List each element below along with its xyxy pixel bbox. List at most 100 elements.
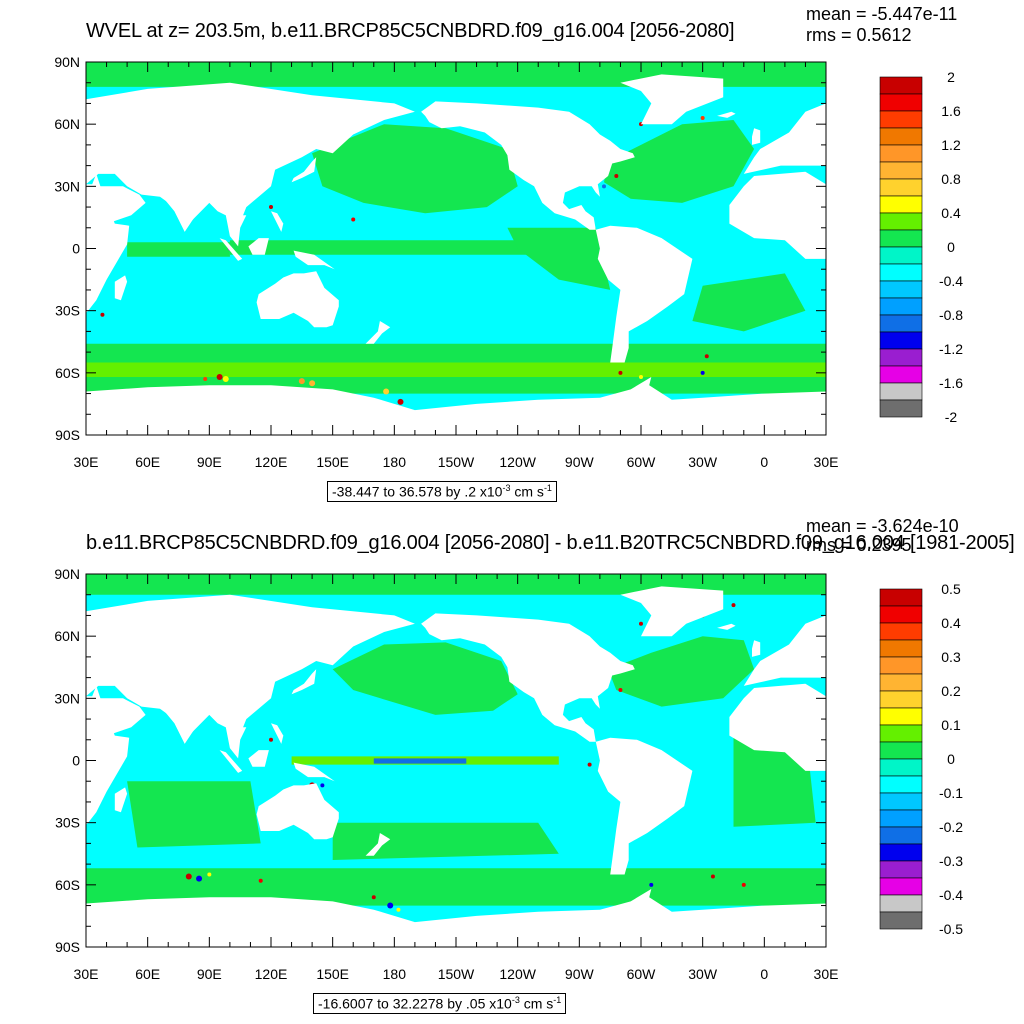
contour-range-label: -38.447 to 36.578 by .2 x10-3 cm s-1 (327, 481, 557, 502)
colorbar-box (879, 365, 923, 384)
colorbar-box (879, 76, 923, 95)
land-southeast-asia (225, 727, 247, 759)
land-borneo (248, 750, 269, 767)
land-africa (86, 685, 130, 825)
hotspot (587, 762, 592, 767)
hotspot (602, 184, 606, 189)
land-sumatra (219, 750, 243, 773)
land-philippines (271, 211, 284, 232)
land-south-america (595, 737, 693, 875)
hotspot (396, 907, 401, 912)
hotspot (269, 205, 273, 210)
hotspot (618, 370, 623, 375)
map-area (86, 62, 826, 435)
land-europe-w (743, 103, 826, 174)
land-arabia (98, 186, 146, 222)
colorbar-box (879, 792, 923, 811)
rms-label: rms = 0.5612 (806, 25, 912, 45)
colorbar-label: 1.2 (941, 137, 961, 153)
colorbar-box (879, 246, 923, 265)
colorbar-box (879, 656, 923, 675)
lat-tick-label: 90S (55, 939, 80, 955)
land-north-america (421, 101, 635, 230)
colorbar-label: 0.2 (941, 683, 961, 699)
lon-tick-label: 30E (814, 454, 839, 470)
colorbar-box (879, 673, 923, 692)
land-iceland (717, 623, 736, 630)
colorbar-box (879, 894, 923, 913)
lon-tick-label: 150W (438, 966, 475, 982)
land-arabia (98, 698, 146, 734)
colorbar: 0.5 0.4 0.3 0.2 0.1 0 -0.1 -0.2 -0.3 -0.4 -0.5 (879, 581, 963, 937)
lon-tick-label: 90W (565, 966, 595, 982)
lat-tick-label: 0 (72, 753, 80, 769)
map-svg: 90N 60N 30N 0 30S 60S 90S 30E 60E 90E 120E 150E 180 1… (54, 54, 963, 470)
lat-tick-label: 90N (54, 54, 80, 70)
land-india (164, 194, 206, 232)
colorbar-box (879, 127, 923, 146)
map-panel-wvel: WVEL at z= 203.5m, b.e11.BRCP85C5CNBDRD.… (54, 4, 963, 502)
field-indian (127, 781, 261, 848)
land-australia (256, 783, 339, 840)
colorbar-label: -1.2 (939, 341, 963, 357)
lat-tick-label: 0 (72, 241, 80, 257)
lon-tick-label: 150E (316, 454, 349, 470)
hotspot (397, 398, 404, 405)
colorbar: 2 1.6 1.2 0.8 0.4 0 -0.4 -0.8 -1.2 -1.6 -2 (879, 69, 963, 425)
field-north-atlantic (604, 120, 755, 203)
lat-tick-label: 60N (54, 116, 80, 132)
hotspot (614, 173, 619, 178)
hotspot (700, 370, 705, 375)
colorbar-box (879, 212, 923, 231)
colorbar-label: -2 (945, 409, 958, 425)
land-eurasia (86, 82, 415, 228)
field-indian-eq (127, 242, 230, 257)
map-svg: 90N 60N 30N 0 30S 60S 90S 30E 60E 90E 120E 150E 180 1… (54, 566, 963, 982)
land-madagascar (114, 787, 128, 813)
lat-tick-label: 30S (55, 815, 80, 831)
colorbar-box (879, 280, 923, 299)
lat-tick-label: 60S (55, 365, 80, 381)
panel-title: b.e11.BRCP85C5CNBDRD.f09_g16.004 [2056-2… (86, 532, 1015, 554)
colorbar-label: 1.6 (941, 103, 961, 119)
colorbar-label: -0.3 (939, 853, 963, 869)
colorbar-label: 2 (947, 69, 955, 85)
field-north-atlantic (608, 636, 755, 707)
colorbar-box (879, 758, 923, 777)
colorbar-label: -0.4 (939, 887, 963, 903)
colorbar-label: 0 (947, 239, 955, 255)
colorbar-label: -0.1 (939, 785, 963, 801)
colorbar-label: -0.8 (939, 307, 963, 323)
land-southeast-asia (225, 215, 247, 247)
hotspot (351, 217, 356, 222)
hotspot (639, 621, 643, 626)
field-cold-eq (373, 758, 467, 764)
lon-tick-label: 150E (316, 966, 349, 982)
lon-tick-label: 0 (760, 966, 768, 982)
lon-tick-label: 180 (383, 966, 407, 982)
colorbar-box (879, 195, 923, 214)
land-uk (752, 640, 761, 657)
land-sumatra (219, 238, 243, 261)
hotspot (298, 378, 305, 385)
land-madagascar (114, 275, 128, 301)
land-borneo (248, 238, 269, 255)
lon-tick-label: 90W (565, 454, 595, 470)
lon-tick-label: 120E (255, 454, 288, 470)
lon-tick-label: 180 (383, 454, 407, 470)
lon-tick-label: 120W (499, 454, 536, 470)
lon-tick-label: 60E (135, 454, 160, 470)
land-africa-w (729, 683, 826, 771)
map-panel-difference: b.e11.BRCP85C5CNBDRD.f09_g16.004 [2056-2… (0, 512, 1024, 1024)
field-equatorial (229, 240, 600, 255)
colorbar-box (879, 860, 923, 879)
colorbar-box (879, 399, 923, 418)
mean-label: mean = -3.624e-10 (806, 516, 959, 536)
colorbar-box (879, 741, 923, 760)
lat-tick-label: 30N (54, 690, 80, 706)
lon-tick-label: 60E (135, 966, 160, 982)
field-north-pacific (332, 642, 518, 715)
hotspot (731, 603, 736, 608)
colorbar-box (879, 690, 923, 709)
field-southern-ring (86, 362, 826, 377)
